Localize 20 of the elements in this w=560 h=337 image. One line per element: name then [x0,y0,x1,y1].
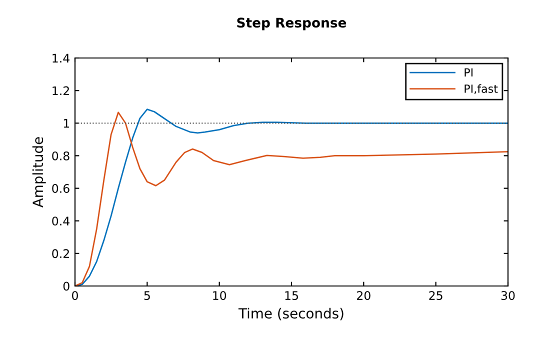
y-tick-label: 1.2 [52,86,69,96]
y-axis-title: Amplitude [32,137,46,208]
y-tick-label: 0.4 [52,216,70,226]
x-tick-label: 0 [72,291,78,300]
x-tick-label: 30 [501,291,515,300]
x-axis-title: Time (seconds) [238,308,344,320]
y-tick-label: 0 [63,282,70,291]
y-tick-label: 1 [64,119,70,128]
chart-title: Step Response [237,18,346,30]
x-tick-label: 10 [213,291,226,300]
y-tick-label: 0.8 [52,151,70,160]
y-tick-label: 1.4 [52,54,70,62]
x-tick-label: 25 [429,291,442,300]
legend-label: PI,fast [464,84,498,94]
y-tick-label: 0.2 [52,249,69,258]
x-tick-label: 5 [144,291,150,300]
x-tick-label: 20 [357,291,370,300]
x-tick-label: 15 [285,291,298,300]
legend-label: PI [464,68,473,76]
y-tick-label: 0.6 [52,184,70,193]
